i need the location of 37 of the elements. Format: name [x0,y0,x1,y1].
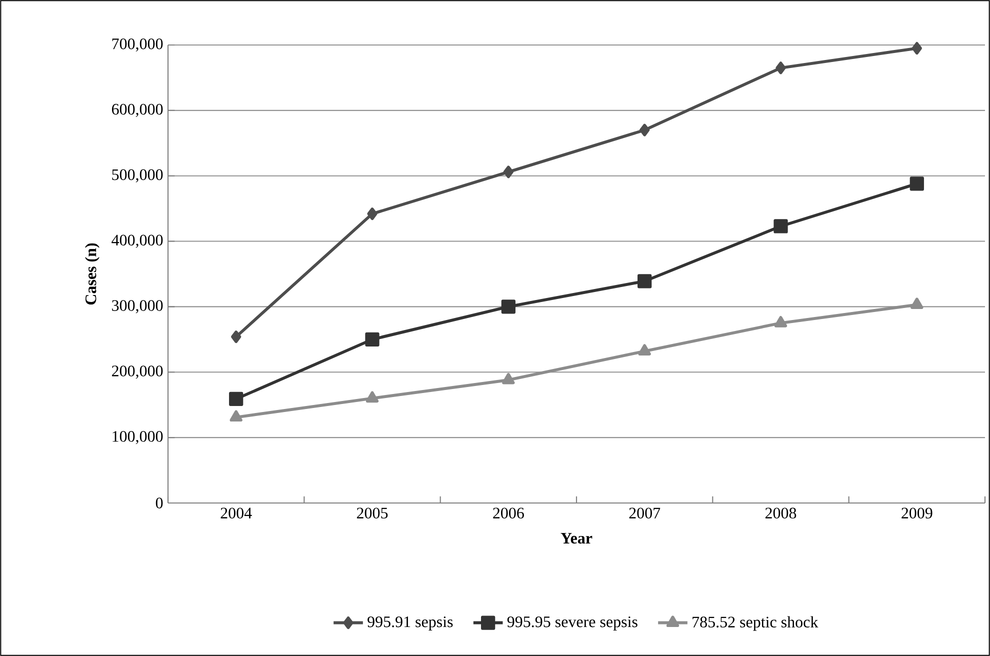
x-axis-title: Year [560,532,592,544]
point [910,298,924,310]
point [231,330,242,344]
point [367,208,378,220]
x-tick-label: 2009 [902,508,932,518]
y-tick-label: 300,000 [112,300,163,314]
y-tick-label: 0 [156,498,163,508]
point [366,391,379,403]
y-axis-title: Cases (n) [84,243,100,305]
y-tick-label: 600,000 [112,104,163,117]
point [229,392,244,406]
legend-label: 785.52 septic shock [692,616,818,631]
y-tick-label: 200,000 [112,366,163,379]
point [774,316,788,328]
point [640,124,650,136]
y-tick-label: 500,000 [112,169,163,182]
point [912,42,922,55]
y-tick-label: 400,000 [112,234,163,248]
legend-label: 995.95 severe sepsis [507,616,638,630]
point [502,372,515,384]
point [774,219,788,234]
x-tick-label: 2006 [493,508,524,518]
point [230,410,242,422]
point [776,62,786,74]
point [501,300,516,314]
x-tick-label: 2008 [765,508,796,518]
point [503,166,514,178]
point [638,344,651,356]
point [365,332,380,346]
y-tick-label: 100,000 [112,431,163,444]
x-tick-label: 2005 [356,508,388,518]
legend-label: 995.91 sepsis [368,616,453,630]
y-tick-label: 700,000 [112,38,163,52]
x-tick-label: 2004 [220,508,252,518]
x-tick-label: 2007 [629,508,660,518]
point [910,176,924,191]
point [638,274,652,288]
